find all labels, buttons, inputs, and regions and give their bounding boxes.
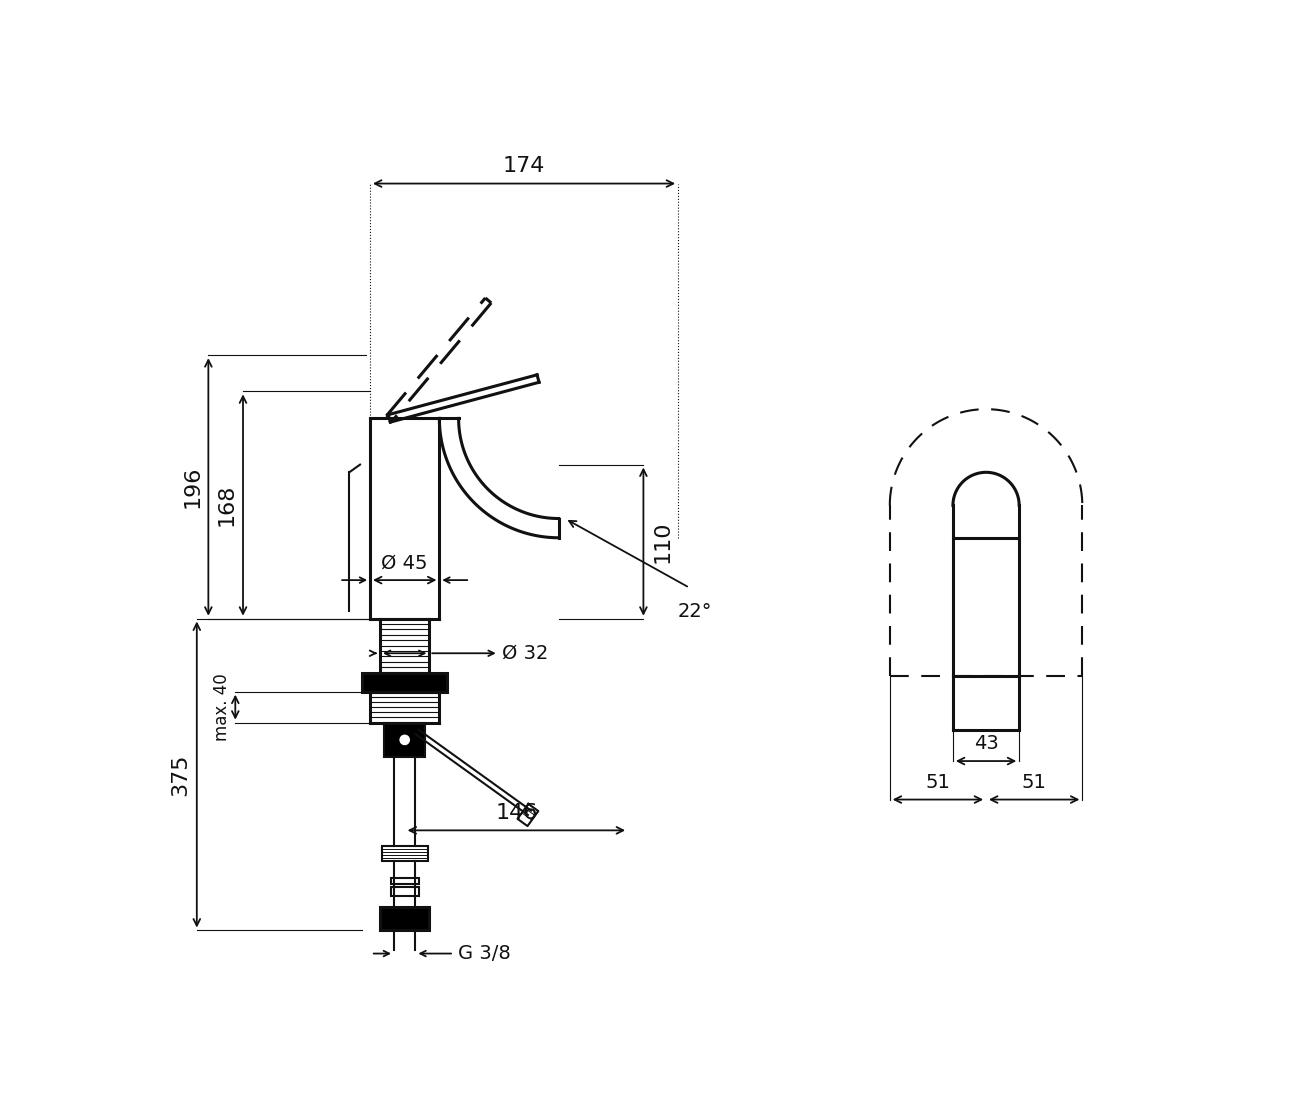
Text: 51: 51: [1022, 773, 1047, 792]
Bar: [381, 846, 428, 862]
Text: G 3/8: G 3/8: [458, 944, 510, 963]
Bar: [391, 886, 418, 896]
Text: 110: 110: [652, 520, 673, 563]
Bar: [362, 673, 447, 692]
Text: max. 40: max. 40: [214, 674, 232, 741]
Text: Ø 45: Ø 45: [381, 554, 428, 573]
Text: 168: 168: [217, 483, 237, 526]
Text: 43: 43: [974, 734, 999, 753]
Bar: [391, 878, 418, 884]
Text: 375: 375: [171, 753, 190, 796]
Text: Ø 32: Ø 32: [503, 643, 549, 662]
Bar: [384, 723, 426, 758]
Bar: [380, 908, 430, 931]
Circle shape: [400, 735, 409, 744]
Text: 51: 51: [926, 773, 950, 792]
Text: 174: 174: [503, 156, 546, 176]
Text: 22°: 22°: [678, 602, 712, 621]
Text: 146: 146: [495, 802, 538, 822]
Text: 196: 196: [182, 466, 202, 508]
